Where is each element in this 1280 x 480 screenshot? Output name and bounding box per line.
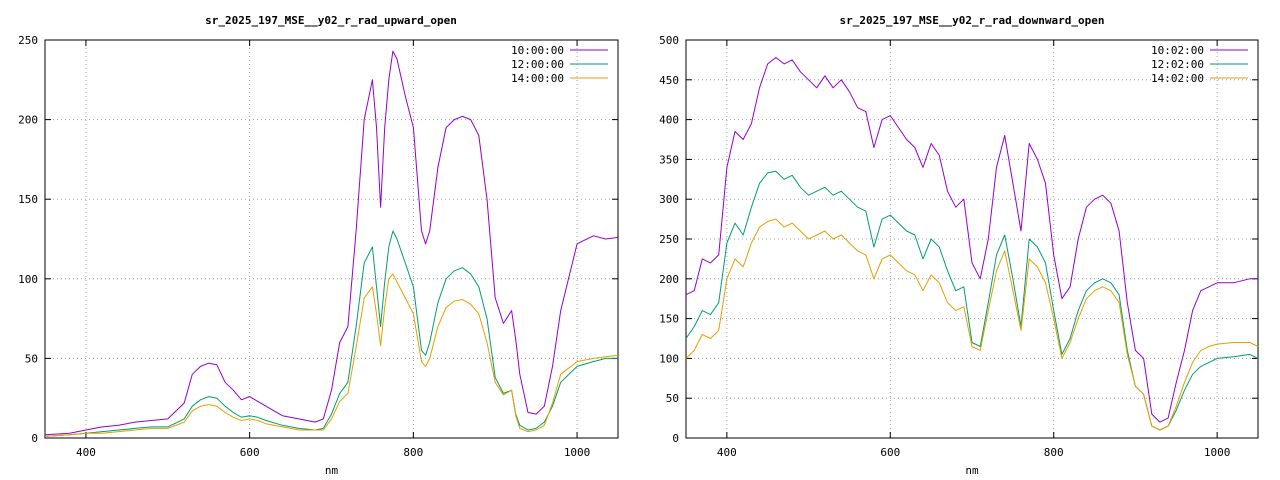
y-tick-label: 100 xyxy=(659,352,679,365)
x-tick-label: 600 xyxy=(240,446,260,459)
legend-label: 10:02:00 xyxy=(1151,44,1204,57)
series-line-100000 xyxy=(44,50,619,436)
upward-radiance-chart: sr_2025_197_MSE__y02_r_rad_upward_open 0 5… xyxy=(18,14,619,477)
plot-frame xyxy=(44,39,619,439)
x-tick-label: 600 xyxy=(880,446,900,459)
chart-title: sr_2025_197_MSE__y02_r_rad_upward_open xyxy=(205,14,457,27)
legend-label: 12:02:00 xyxy=(1151,58,1204,71)
series-line-120000 xyxy=(44,230,618,437)
y-tick-label: 150 xyxy=(659,313,679,326)
legend-label: 14:02:00 xyxy=(1151,72,1204,85)
chart-title: sr_2025_197_MSE__y02_r_rad_downward_open xyxy=(840,14,1105,27)
x-axis-label: nm xyxy=(965,464,979,477)
y-tick-label: 250 xyxy=(659,233,679,246)
y-tick-label: 300 xyxy=(659,193,679,206)
plot-frame xyxy=(685,39,1259,439)
legend-label: 12:00:00 xyxy=(511,58,564,71)
y-tick-label: 350 xyxy=(659,153,679,166)
y-tick-label: 200 xyxy=(659,273,679,286)
legend-label: 14:00:00 xyxy=(511,72,564,85)
y-tick-label: 100 xyxy=(18,273,38,286)
x-tick-label: 400 xyxy=(717,446,737,459)
series-line-120200 xyxy=(685,170,1259,431)
series-line-140000 xyxy=(44,273,619,437)
y-tick-label: 0 xyxy=(672,432,679,445)
y-tick-label: 50 xyxy=(25,352,38,365)
x-tick-label: 800 xyxy=(403,446,423,459)
y-tick-label: 450 xyxy=(659,74,679,87)
legend-label: 10:00:00 xyxy=(511,44,564,57)
x-axis-label: nm xyxy=(325,464,339,477)
downward-radiance-chart: sr_2025_197_MSE__y02_r_rad_downward_open… xyxy=(659,14,1259,477)
y-tick-label: 500 xyxy=(659,34,679,47)
x-tick-label: 1000 xyxy=(1204,446,1231,459)
y-tick-label: 50 xyxy=(666,392,679,405)
series-line-140200 xyxy=(685,218,1259,431)
x-tick-label: 400 xyxy=(76,446,96,459)
y-tick-label: 200 xyxy=(18,114,38,127)
y-tick-label: 0 xyxy=(31,432,38,445)
x-tick-label: 800 xyxy=(1044,446,1064,459)
x-tick-label: 1000 xyxy=(564,446,591,459)
y-tick-label: 400 xyxy=(659,114,679,127)
y-tick-label: 250 xyxy=(18,34,38,47)
y-tick-label: 150 xyxy=(18,193,38,206)
series-line-100200 xyxy=(685,57,1258,423)
